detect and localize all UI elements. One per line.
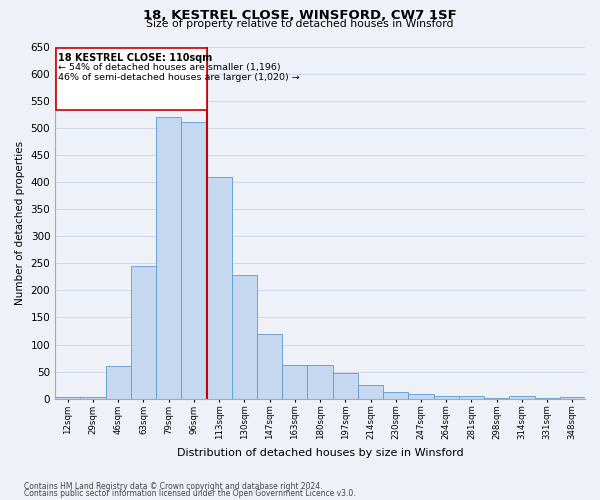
- Bar: [332, 374, 358, 398]
- Bar: [358, 385, 383, 398]
- Bar: [206, 176, 232, 398]
- Bar: [106, 366, 131, 398]
- Bar: [560, 397, 585, 398]
- Bar: [181, 122, 206, 398]
- Text: Size of property relative to detached houses in Winsford: Size of property relative to detached ho…: [146, 19, 454, 29]
- Bar: [409, 394, 434, 398]
- Bar: [232, 275, 257, 398]
- Bar: [56, 48, 206, 110]
- Bar: [282, 364, 307, 398]
- Bar: [156, 117, 181, 398]
- Text: 18 KESTREL CLOSE: 110sqm: 18 KESTREL CLOSE: 110sqm: [58, 53, 212, 63]
- Bar: [509, 396, 535, 398]
- Bar: [257, 334, 282, 398]
- Bar: [307, 364, 332, 398]
- Bar: [131, 266, 156, 398]
- Text: ← 54% of detached houses are smaller (1,196): ← 54% of detached houses are smaller (1,…: [58, 63, 281, 72]
- Text: Contains HM Land Registry data © Crown copyright and database right 2024.: Contains HM Land Registry data © Crown c…: [24, 482, 323, 491]
- Bar: [55, 397, 80, 398]
- Text: 46% of semi-detached houses are larger (1,020) →: 46% of semi-detached houses are larger (…: [58, 72, 300, 82]
- Text: Contains public sector information licensed under the Open Government Licence v3: Contains public sector information licen…: [24, 489, 356, 498]
- Bar: [459, 396, 484, 398]
- Bar: [383, 392, 409, 398]
- Bar: [434, 396, 459, 398]
- Text: 18, KESTREL CLOSE, WINSFORD, CW7 1SF: 18, KESTREL CLOSE, WINSFORD, CW7 1SF: [143, 9, 457, 22]
- Bar: [80, 397, 106, 398]
- Y-axis label: Number of detached properties: Number of detached properties: [15, 140, 25, 304]
- X-axis label: Distribution of detached houses by size in Winsford: Distribution of detached houses by size …: [177, 448, 463, 458]
